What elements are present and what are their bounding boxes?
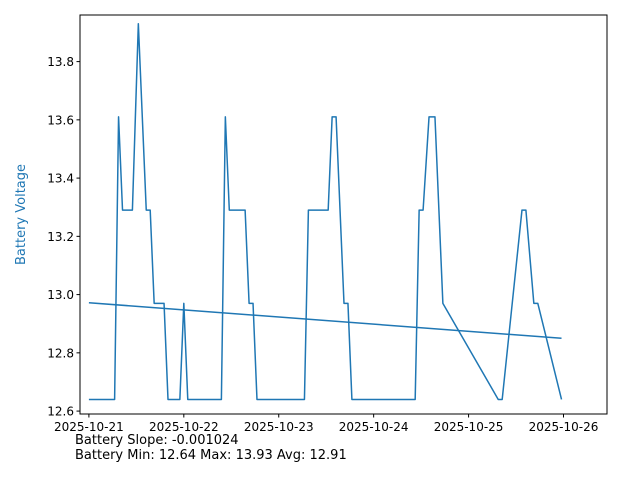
y-tick-label: 12.6 [47,405,74,419]
series-layer [88,22,563,401]
y-tick-label: 13.2 [47,230,74,244]
y-tick-label: 13.6 [47,113,74,127]
y-tick-label: 12.8 [47,346,74,360]
x-tick-label: 2025-10-26 [529,420,599,434]
x-tick-label: 2025-10-25 [434,420,504,434]
y-tick-label: 13.8 [47,55,74,69]
plot-frame [79,14,608,415]
plot-area [79,14,608,415]
x-tick-label: 2025-10-21 [54,420,124,434]
battery-voltage-series-line [88,22,563,401]
stats-slope: Battery Slope: -0.001024 [75,433,239,448]
y-axis: 12.6 12.8 13.0 13.2 13.4 13.6 13.8 [47,55,80,419]
y-tick-label: 13.4 [47,172,74,186]
x-tick-label: 2025-10-22 [149,420,219,434]
stats-min-max-avg: Battery Min: 12.64 Max: 13.93 Avg: 12.91 [75,448,347,463]
x-axis: 2025-10-21 2025-10-22 2025-10-23 2025-10-24… [54,414,598,434]
x-tick-label: 2025-10-23 [244,420,314,434]
y-axis-label: Battery Voltage [14,164,29,265]
x-tick-label: 2025-10-24 [339,420,409,434]
y-tick-label: 13.0 [47,288,74,302]
battery-trend-line [88,302,562,340]
